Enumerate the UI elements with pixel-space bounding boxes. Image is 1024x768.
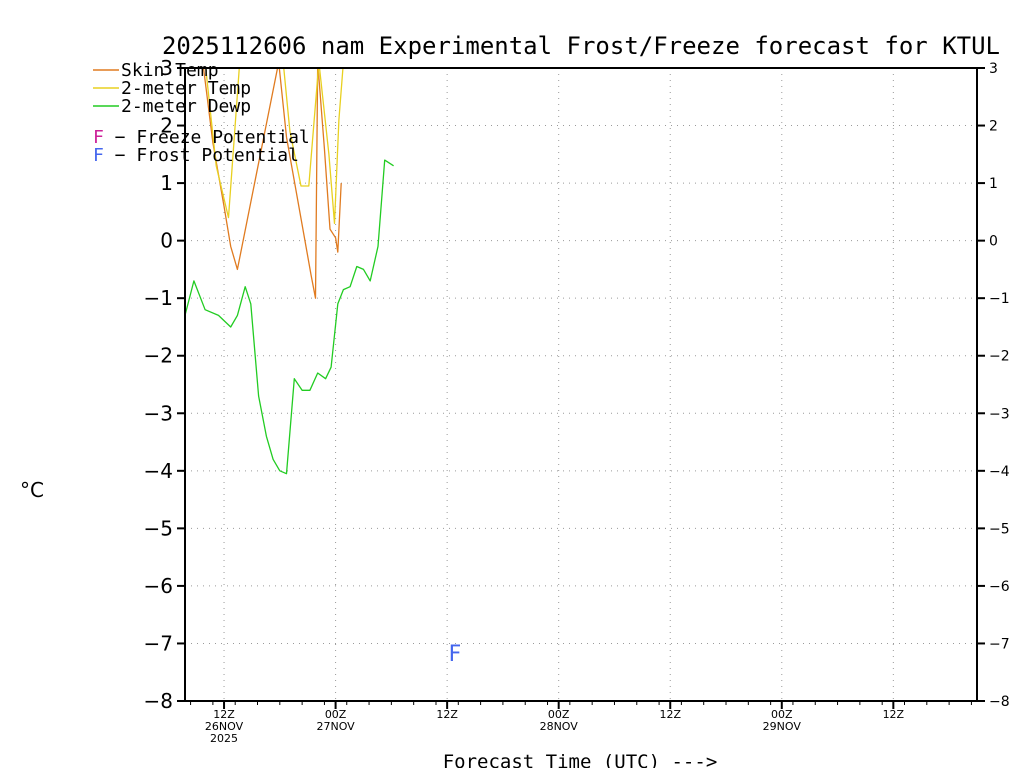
- y-tick-label-right: −8: [989, 694, 1010, 710]
- x-tick-label: 12Z: [436, 708, 458, 721]
- y-tick-label-right: 1: [989, 176, 998, 192]
- y-tick-label-right: −7: [989, 636, 1010, 652]
- y-tick-label-right: −3: [989, 406, 1010, 422]
- y-tick-label: −5: [144, 516, 173, 540]
- x-tick-label: 00Z: [771, 708, 793, 721]
- plot-frame: [184, 67, 978, 702]
- y-tick-label: 1: [160, 171, 173, 195]
- legend-label: 2-meter Temp: [121, 78, 251, 99]
- y-tick-label-right: −6: [989, 579, 1010, 595]
- x-tick-label: 00Z: [325, 708, 347, 721]
- potential-markers: F: [449, 642, 462, 667]
- x-tick-label: 12Z: [213, 708, 235, 721]
- y-tick-label-right: −5: [989, 521, 1010, 537]
- series-line-skin-temp: [202, 68, 342, 299]
- y-tick-label-right: −2: [989, 349, 1010, 365]
- y-tick-label-right: −1: [989, 291, 1010, 307]
- y-tick-label-right: −4: [989, 464, 1010, 480]
- potential-legend-item: F − Freeze Potential: [93, 127, 310, 148]
- y-tick-label: −4: [144, 459, 173, 483]
- y-tick-label: −1: [144, 286, 173, 310]
- y-tick-label-right: 3: [989, 61, 998, 77]
- y-tick-label: −2: [144, 344, 173, 368]
- grid-lines: [185, 68, 977, 701]
- y-axis-left: 3 2 1 0 −1 −2 −3 −4 −5 −6 −7 −8: [144, 56, 185, 713]
- x-tick-label: 12Z: [659, 708, 681, 721]
- x-tick-label: 29NOV: [763, 720, 802, 733]
- y-tick-label: 2: [160, 114, 173, 138]
- x-tick-label: 00Z: [548, 708, 570, 721]
- chart-title: 2025112606 nam Experimental Frost/Freeze…: [162, 32, 1000, 60]
- frost-potential-marker: F: [449, 642, 462, 667]
- potential-legend-item: F − Frost Potential: [93, 145, 299, 166]
- y-axis-right: 3 2 1 0 −1 −2 −3 −4 −5 −6 −7 −8: [977, 61, 1010, 710]
- y-tick-label: −6: [144, 574, 173, 598]
- series-line-2-meter-temp: [205, 68, 344, 225]
- legend-label: 2-meter Dewp: [121, 96, 251, 117]
- y-axis-label: °C: [20, 478, 44, 502]
- x-tick-label: 27NOV: [316, 720, 355, 733]
- x-tick-label: 28NOV: [540, 720, 579, 733]
- legend-label: Skin Temp: [121, 60, 219, 81]
- series-layer: [185, 68, 394, 475]
- y-tick-label: −7: [144, 631, 173, 655]
- x-axis-label: Forecast Time (UTC) --->: [443, 751, 718, 768]
- x-tick-label: 2025: [210, 732, 238, 745]
- y-tick-label: 3: [160, 56, 173, 80]
- series-line-2-meter-dewp: [185, 159, 394, 475]
- y-tick-label: −8: [144, 689, 173, 713]
- x-tick-label: 12Z: [883, 708, 905, 721]
- y-tick-label-right: 0: [989, 234, 998, 250]
- y-tick-label-right: 2: [989, 119, 998, 135]
- y-tick-label: 0: [160, 229, 173, 253]
- x-tick-label: 26NOV: [205, 720, 244, 733]
- y-tick-label: −3: [144, 401, 173, 425]
